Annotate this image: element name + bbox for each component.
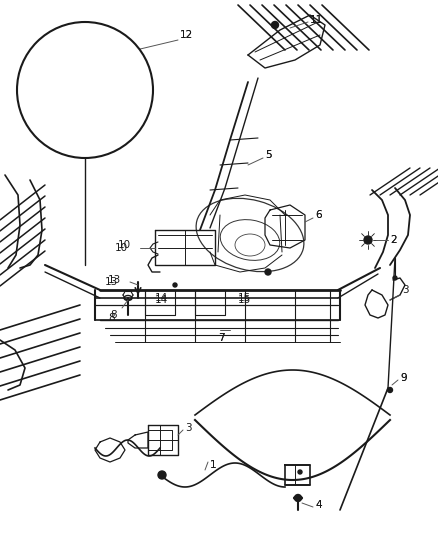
Text: 13: 13: [105, 277, 118, 287]
Polygon shape: [285, 465, 310, 485]
Text: 8: 8: [108, 313, 115, 323]
Text: 6: 6: [315, 210, 321, 220]
Text: 10: 10: [118, 240, 131, 250]
Circle shape: [298, 470, 302, 474]
Text: 10: 10: [115, 243, 128, 253]
Text: 3: 3: [402, 285, 409, 295]
Circle shape: [265, 269, 271, 275]
Text: 2: 2: [390, 235, 397, 245]
Text: 5: 5: [265, 150, 272, 160]
Text: 1: 1: [210, 460, 217, 470]
Text: 1: 1: [210, 460, 217, 470]
Text: 11: 11: [310, 15, 323, 25]
Circle shape: [272, 21, 279, 28]
Polygon shape: [148, 425, 178, 455]
Text: 4: 4: [315, 500, 321, 510]
Circle shape: [173, 283, 177, 287]
Circle shape: [364, 236, 372, 244]
Circle shape: [294, 495, 301, 502]
Circle shape: [158, 471, 166, 479]
Text: 4: 4: [315, 500, 321, 510]
Text: 9: 9: [400, 373, 406, 383]
Text: 13: 13: [108, 275, 121, 285]
Text: 6: 6: [315, 210, 321, 220]
Text: 7: 7: [218, 333, 225, 343]
Text: 7: 7: [218, 333, 225, 343]
Text: 12: 12: [180, 30, 193, 40]
Text: 3: 3: [185, 423, 192, 433]
Text: 14: 14: [155, 293, 168, 303]
Circle shape: [388, 387, 392, 392]
Text: 8: 8: [110, 310, 117, 320]
Text: 5: 5: [265, 150, 272, 160]
Text: 15: 15: [238, 293, 251, 303]
Text: 11: 11: [310, 15, 323, 25]
Circle shape: [17, 22, 153, 158]
Text: 9: 9: [400, 373, 406, 383]
Circle shape: [393, 276, 397, 280]
Text: 14: 14: [155, 295, 168, 305]
Text: 12: 12: [180, 30, 193, 40]
Text: 15: 15: [238, 295, 251, 305]
Text: 2: 2: [390, 235, 397, 245]
